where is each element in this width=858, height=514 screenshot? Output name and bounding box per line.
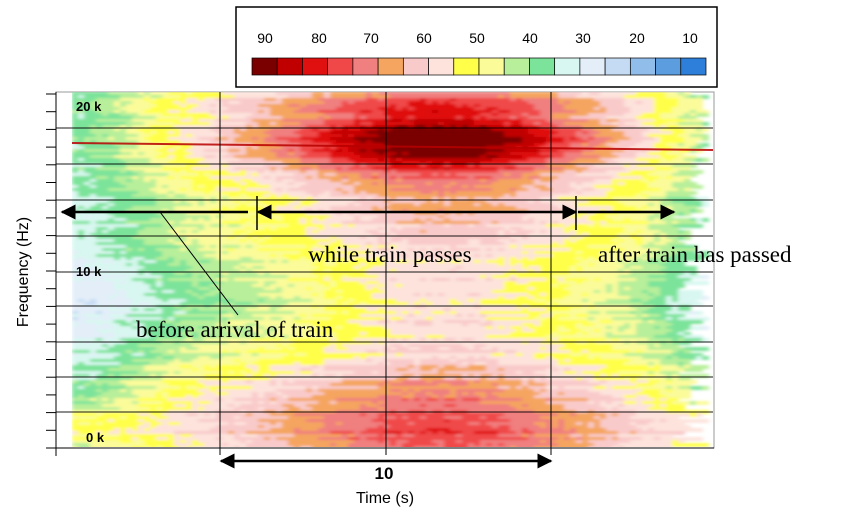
- colorbar-swatch-85: [276, 57, 303, 76]
- colorbar-label-20: 20: [629, 30, 645, 46]
- y-tick-label-10k: 10 k: [76, 264, 102, 279]
- colorbar-label-90: 90: [257, 30, 273, 46]
- colorbar-swatch-50: [453, 57, 480, 76]
- colorbar-swatch-75: [327, 57, 354, 76]
- colorbar-label-50: 50: [469, 30, 485, 46]
- colorbar-swatch-20: [604, 57, 631, 76]
- colorbar-swatch-10: [655, 57, 682, 76]
- colorbar-label-80: 80: [311, 30, 327, 46]
- colorbar-labels: 90 80 70 60 50 40 30 20 10: [257, 30, 698, 46]
- colorbar-swatch-70: [352, 57, 379, 76]
- colorbar-label-40: 40: [522, 30, 538, 46]
- colorbar-swatch-90: [251, 57, 278, 76]
- colorbar-label-30: 30: [575, 30, 591, 46]
- annotation-after: after train has passed: [598, 242, 792, 267]
- colorbar-label-10: 10: [682, 30, 698, 46]
- colorbar-swatch-65: [377, 57, 404, 76]
- colorbar-swatch-55: [428, 57, 455, 76]
- colorbar-swatch-30: [554, 57, 581, 76]
- colorbar-swatch-25: [579, 57, 606, 76]
- leader-before: [159, 211, 239, 316]
- y-axis-ticks: [46, 92, 714, 456]
- colorbar-swatch-60: [402, 57, 429, 76]
- tonal-line: [72, 142, 713, 151]
- y-tick-label-20k: 20 k: [76, 99, 102, 114]
- colorbar-swatches: [251, 57, 707, 76]
- colorbar-swatch-35: [529, 57, 556, 76]
- y-axis-title: Frequency (Hz): [15, 217, 32, 327]
- gridlines: [56, 92, 713, 455]
- colorbar-swatch-5: [680, 57, 707, 76]
- colorbar-label-70: 70: [363, 30, 379, 46]
- colorbar-label-60: 60: [416, 30, 432, 46]
- colorbar-swatch-15: [629, 57, 656, 76]
- colorbar-swatch-40: [503, 57, 530, 76]
- annotation-while: while train passes: [308, 242, 472, 267]
- colorbar-swatch-45: [478, 57, 505, 76]
- y-tick-label-0k: 0 k: [86, 430, 105, 445]
- annotation-before: before arrival of train: [136, 317, 334, 342]
- time-span-label: 10: [375, 464, 394, 483]
- x-axis-title: Time (s): [356, 490, 414, 507]
- colorbar-swatch-80: [302, 57, 329, 76]
- spectrogram-heatmap: [72, 92, 713, 447]
- phase-arrows: [60, 196, 676, 316]
